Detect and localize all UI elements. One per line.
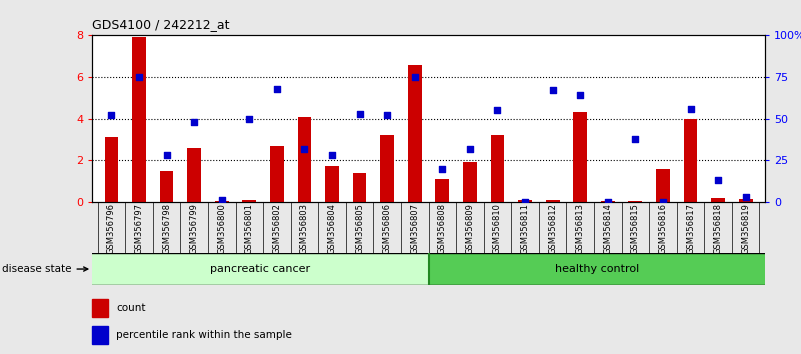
Bar: [132, 38, 146, 202]
Bar: [408, 64, 421, 202]
Text: disease state: disease state: [2, 264, 88, 274]
Bar: [104, 137, 119, 202]
Bar: [325, 166, 339, 202]
Bar: [215, 201, 228, 202]
Text: GDS4100 / 242212_at: GDS4100 / 242212_at: [92, 18, 230, 31]
Bar: [352, 173, 367, 202]
Bar: [656, 169, 670, 202]
Bar: [490, 135, 505, 202]
Point: [271, 86, 284, 91]
Bar: [159, 171, 174, 202]
Point: [657, 199, 670, 205]
Bar: [429, 253, 765, 285]
Point: [133, 74, 146, 80]
Point: [739, 194, 752, 200]
Point: [436, 166, 449, 171]
Bar: [270, 145, 284, 202]
Point: [353, 111, 366, 116]
Point: [491, 108, 504, 113]
Point: [105, 113, 118, 118]
Text: count: count: [116, 303, 146, 313]
Point: [602, 199, 614, 205]
Bar: [187, 148, 201, 202]
Point: [684, 106, 697, 112]
Text: healthy control: healthy control: [554, 264, 639, 274]
Point: [326, 152, 339, 158]
Bar: [711, 198, 725, 202]
Text: percentile rank within the sample: percentile rank within the sample: [116, 330, 292, 341]
Bar: [92, 299, 108, 317]
Bar: [297, 116, 312, 202]
Bar: [518, 200, 532, 202]
Point: [380, 113, 393, 118]
Point: [629, 136, 642, 141]
Point: [711, 177, 724, 183]
Bar: [601, 201, 614, 202]
Point: [464, 146, 477, 152]
Point: [243, 116, 256, 121]
Text: pancreatic cancer: pancreatic cancer: [211, 264, 311, 274]
Bar: [683, 119, 698, 202]
Bar: [380, 135, 394, 202]
Point: [546, 87, 559, 93]
Bar: [629, 201, 642, 202]
Point: [518, 199, 531, 205]
Bar: [243, 200, 256, 202]
Bar: [739, 199, 753, 202]
Bar: [545, 200, 560, 202]
Point: [298, 146, 311, 152]
Point: [160, 152, 173, 158]
Point: [215, 197, 228, 203]
Bar: [574, 112, 587, 202]
Bar: [92, 326, 108, 344]
Bar: [436, 179, 449, 202]
Bar: [463, 162, 477, 202]
Point: [187, 119, 200, 125]
Bar: [92, 253, 429, 285]
Point: [574, 92, 586, 98]
Point: [409, 74, 421, 80]
